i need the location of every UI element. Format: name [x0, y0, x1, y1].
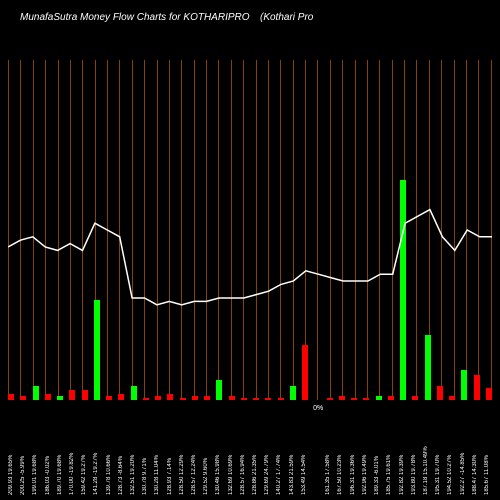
x-axis-label: 128.50 12.29% — [179, 405, 187, 495]
x-axis-label: 141.28 -19.27% — [93, 405, 101, 495]
x-axis-label: 167.50 10.23% — [337, 405, 345, 495]
x-axis-label: 185.67 11.08% — [484, 405, 492, 495]
x-axis-label: 128.57 16.94% — [240, 405, 248, 495]
x-axis-label: 130.78 9.71% — [142, 405, 150, 495]
x-axis-label: 187.18 15.10.49% — [423, 405, 431, 495]
x-axis-label: 159.42 19.27% — [81, 405, 89, 495]
x-axis-label: 129.52 9.60% — [203, 405, 211, 495]
x-axis-label: 130.28 11.04% — [154, 405, 162, 495]
x-axis-label: 170.00 -19.82% — [69, 405, 77, 495]
chart-area — [8, 60, 492, 400]
x-axis-label: 132.51 19.20% — [130, 405, 138, 495]
x-axis-label: 161.35 17.58% — [325, 405, 333, 495]
x-axis-label: 132.69 10.69% — [228, 405, 236, 495]
x-axis-label: 195.31 19.70% — [435, 405, 443, 495]
x-axis-label: 192.96 19.49% — [362, 405, 370, 495]
x-axis-label: 189.70 19.68% — [57, 405, 65, 495]
x-axis-label: 129.69 24.79% — [264, 405, 272, 495]
x-axis-label: 143.83 21.59% — [289, 405, 297, 495]
x-axis-label: 200.25 -5.99% — [20, 405, 28, 495]
x-axis-label: 199.01 19.68% — [32, 405, 40, 495]
x-axis-label: 128.57 12.24% — [191, 405, 199, 495]
x-axis-label: 130.46 15.98% — [215, 405, 223, 495]
x-axis-label: 196.31 19.36% — [350, 405, 358, 495]
chart-title: MunafaSutra Money Flow Charts for KOTHAR… — [20, 12, 250, 23]
x-axis-label: 192.27 -14.85% — [460, 405, 468, 495]
x-axis-label: 186.03 -0.02% — [45, 405, 53, 495]
x-axis-label: 189.33 -6.01% — [374, 405, 382, 495]
x-axis-labels: 209.93 19.65% 200.25 -5.99% 199.01 19.68% 1… — [8, 405, 492, 495]
x-axis-label: 193.80 19.78% — [411, 405, 419, 495]
price-line — [8, 60, 492, 400]
x-axis-label: 128.86 21.35% — [252, 405, 260, 495]
x-axis-label: 188.47 14.30% — [472, 405, 480, 495]
x-axis-label: 128.93 7.14% — [167, 405, 175, 495]
x-axis-label: 192.82 19.39% — [399, 405, 407, 495]
x-axis-label: 209.93 19.65% — [8, 405, 16, 495]
chart-subtitle: (Kothari Pro — [260, 12, 313, 23]
x-axis-label: 139.78 10.66% — [106, 405, 114, 495]
x-axis-label: 185.75 19.61% — [386, 405, 394, 495]
x-axis-label: 153.49 14.54% — [301, 405, 309, 495]
x-axis-label: 194.52 10.27% — [447, 405, 455, 495]
x-axis-label: 140.27 17.74% — [276, 405, 284, 495]
x-axis-label: 128.73 -8.64% — [118, 405, 126, 495]
x-axis-label: 0% — [313, 405, 321, 495]
